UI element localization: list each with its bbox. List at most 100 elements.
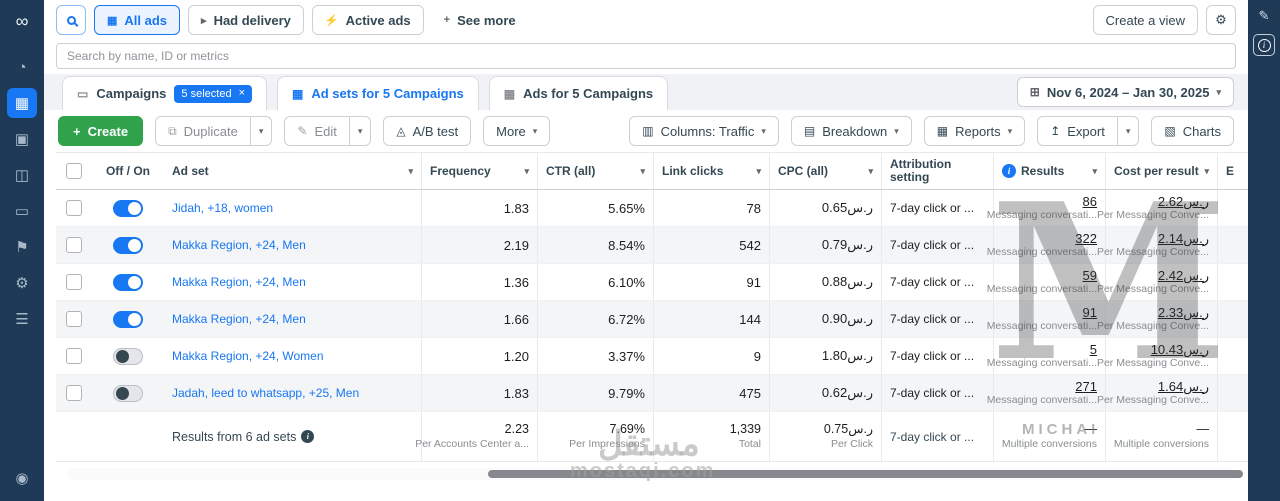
create-button[interactable]: + Create (58, 116, 144, 146)
cost-value[interactable]: 2.62ر.س (1157, 193, 1209, 209)
search-input[interactable] (56, 43, 1236, 69)
tab-campaigns[interactable]: ▭ Campaigns 5 selected × (62, 76, 268, 110)
export-button[interactable]: ↥ Export (1037, 116, 1118, 146)
frequency-header[interactable]: Frequency ▾ (422, 153, 538, 189)
reports-button[interactable]: ▦ Reports ▾ (923, 116, 1026, 146)
table-row[interactable]: Jadah, leed to whatsapp, +25, Men 1.83 9… (56, 375, 1248, 412)
sort-caret-icon[interactable]: ▾ (1092, 165, 1097, 176)
charts-button[interactable]: ▧ Charts (1151, 116, 1234, 146)
row-toggle[interactable] (113, 236, 143, 254)
clear-selection-icon[interactable]: × (238, 87, 246, 99)
cost-value[interactable]: 1.64ر.س (1157, 378, 1209, 394)
row-checkbox[interactable] (66, 200, 82, 216)
table-row[interactable]: Jidah, +18, women 1.83 5.65% 78 0.65ر.س … (56, 190, 1248, 227)
row-toggle[interactable] (113, 273, 143, 291)
cost-value[interactable]: 10.43ر.س (1150, 341, 1209, 357)
all-tools-menu-icon[interactable]: ☰ (15, 311, 29, 328)
header-label: CPC (all) (778, 163, 829, 178)
export-options-button[interactable]: ▾ (1117, 116, 1140, 146)
plus-icon: + (443, 14, 451, 26)
ad-set-link[interactable]: Makka Region, +24, Women (172, 349, 324, 363)
audiences-icon[interactable]: ◫ (14, 167, 30, 184)
link-clicks-header[interactable]: Link clicks ▾ (654, 153, 770, 189)
results-cell: 322 Messaging conversati... (987, 227, 1106, 263)
results-value[interactable]: 5 (1089, 341, 1097, 357)
filter-active-ads[interactable]: ⚡ Active ads (311, 5, 424, 35)
more-button[interactable]: More ▾ (483, 116, 551, 146)
scrollbar-thumb[interactable] (488, 470, 1243, 478)
row-toggle[interactable] (113, 384, 143, 402)
results-value[interactable]: 322 (1075, 230, 1097, 246)
account-overview-icon[interactable]: ◔ (17, 58, 27, 76)
results-value[interactable]: 91 (1082, 304, 1097, 320)
duplicate-split: ⧉ Duplicate ▾ (155, 116, 273, 146)
ads-reporting-icon[interactable]: ⚑ (15, 239, 29, 256)
sort-caret-icon[interactable]: ▾ (408, 165, 413, 176)
ctr-header[interactable]: CTR (all) ▾ (538, 153, 654, 189)
info-icon[interactable]: i (301, 430, 315, 443)
export-split: ↥ Export ▾ (1037, 116, 1140, 146)
row-checkbox[interactable] (66, 274, 82, 290)
link-clicks-cell: 542 (654, 227, 770, 263)
tab-ads[interactable]: ▦ Ads for 5 Campaigns (488, 76, 669, 110)
settings-icon[interactable]: ⚙ (15, 275, 29, 292)
results-value[interactable]: 59 (1082, 267, 1097, 283)
cost-value[interactable]: 2.33ر.س (1157, 304, 1209, 320)
sort-caret-icon[interactable]: ▾ (868, 165, 873, 176)
filter-all-ads[interactable]: ▦ All ads (94, 5, 181, 35)
row-toggle[interactable] (113, 347, 143, 365)
edit-options-button[interactable]: ▾ (349, 116, 372, 146)
campaigns-icon[interactable]: ▦ (7, 88, 37, 118)
sort-caret-icon[interactable]: ▾ (524, 165, 529, 176)
edit-icon[interactable]: ✎ (1258, 8, 1270, 23)
help-icon[interactable]: ◉ (15, 470, 29, 487)
row-checkbox[interactable] (66, 348, 82, 364)
ad-set-link[interactable]: Makka Region, +24, Men (172, 275, 306, 289)
help-panel-button[interactable]: i (1253, 34, 1275, 56)
table-row[interactable]: Makka Region, +24, Men 2.19 8.54% 542 0.… (56, 227, 1248, 264)
cost-value[interactable]: 2.42ر.س (1157, 267, 1209, 283)
sort-caret-icon[interactable]: ▾ (640, 165, 645, 176)
cost-value[interactable]: 2.14ر.س (1157, 230, 1209, 246)
columns-button[interactable]: ▥ Columns: Traffic ▾ (629, 116, 779, 146)
ad-set-link[interactable]: Jadah, leed to whatsapp, +25, Men (172, 386, 360, 400)
edit-button[interactable]: ✎ Edit (284, 116, 350, 146)
search-button[interactable] (56, 5, 86, 35)
duplicate-options-button[interactable]: ▾ (250, 116, 273, 146)
row-toggle[interactable] (113, 199, 143, 217)
view-settings-button[interactable]: ⚙ (1206, 5, 1236, 35)
ad-set-link[interactable]: Makka Region, +24, Men (172, 312, 306, 326)
results-info-icon[interactable]: i (1002, 164, 1016, 178)
cpc-header[interactable]: CPC (all) ▾ (770, 153, 882, 189)
cut-header: E (1226, 163, 1235, 178)
results-header[interactable]: i Results ▾ (994, 153, 1106, 189)
filter-had-delivery[interactable]: ▸ Had delivery (188, 5, 304, 35)
select-all-checkbox[interactable] (66, 163, 82, 179)
row-checkbox[interactable] (66, 385, 82, 401)
tab-ad-sets[interactable]: ▦ Ad sets for 5 Campaigns (277, 76, 479, 110)
billing-icon[interactable]: ▭ (14, 203, 30, 220)
pages-icon[interactable]: ▣ (14, 131, 30, 148)
selected-badge[interactable]: 5 selected × (174, 84, 253, 103)
see-more-button[interactable]: + See more (432, 5, 528, 35)
duplicate-button[interactable]: ⧉ Duplicate (155, 116, 251, 146)
ab-test-button[interactable]: ◬ A/B test (383, 116, 472, 146)
breakdown-button[interactable]: ▤ Breakdown ▾ (790, 116, 912, 146)
row-toggle[interactable] (113, 310, 143, 328)
results-value[interactable]: 86 (1082, 193, 1097, 209)
row-checkbox[interactable] (66, 237, 82, 253)
sort-caret-icon[interactable]: ▾ (756, 165, 761, 176)
table-row[interactable]: Makka Region, +24, Men 1.66 6.72% 144 0.… (56, 301, 1248, 338)
sort-caret-icon[interactable]: ▾ (1204, 165, 1209, 176)
ad-set-link[interactable]: Jidah, +18, women (172, 201, 274, 215)
date-range-button[interactable]: ⊞ Nov 6, 2024 – Jan 30, 2025 ▾ (1016, 77, 1234, 107)
ad-set-link[interactable]: Makka Region, +24, Men (172, 238, 306, 252)
ad-set-header[interactable]: Ad set ▾ (164, 153, 422, 189)
table-row[interactable]: Makka Region, +24, Women 1.20 3.37% 9 1.… (56, 338, 1248, 375)
results-value[interactable]: 271 (1075, 378, 1097, 394)
create-view-button[interactable]: Create a view (1092, 5, 1198, 35)
table-row[interactable]: Makka Region, +24, Men 1.36 6.10% 91 0.8… (56, 264, 1248, 301)
cost-per-result-header[interactable]: Cost per result ▾ (1106, 153, 1218, 189)
row-checkbox[interactable] (66, 311, 82, 327)
horizontal-scrollbar[interactable] (68, 468, 1243, 480)
